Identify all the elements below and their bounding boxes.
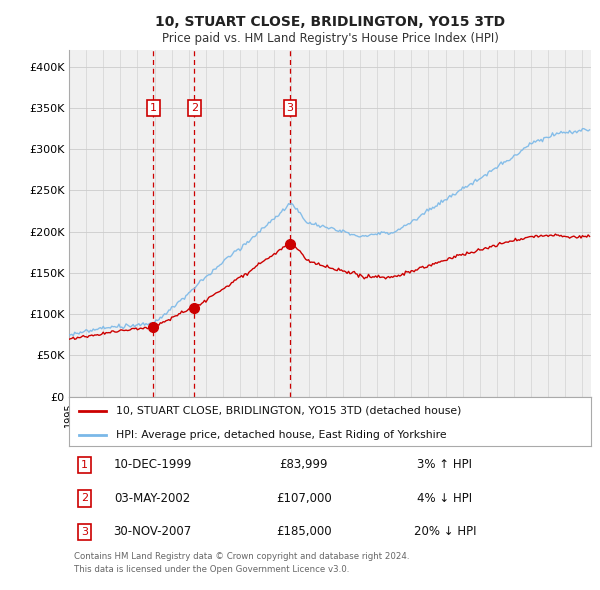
Text: 3: 3 [286,103,293,113]
Text: 4% ↓ HPI: 4% ↓ HPI [417,492,472,505]
Text: 20% ↓ HPI: 20% ↓ HPI [413,525,476,539]
Text: 3% ↑ HPI: 3% ↑ HPI [418,458,472,471]
Text: £83,999: £83,999 [280,458,328,471]
Text: 3: 3 [81,527,88,537]
Text: 1: 1 [150,103,157,113]
Text: 2: 2 [81,493,88,503]
Text: £185,000: £185,000 [276,525,332,539]
Text: Contains HM Land Registry data © Crown copyright and database right 2024.
This d: Contains HM Land Registry data © Crown c… [74,552,410,573]
Text: 10, STUART CLOSE, BRIDLINGTON, YO15 3TD: 10, STUART CLOSE, BRIDLINGTON, YO15 3TD [155,15,505,29]
Text: 10, STUART CLOSE, BRIDLINGTON, YO15 3TD (detached house): 10, STUART CLOSE, BRIDLINGTON, YO15 3TD … [116,405,461,415]
Text: 2: 2 [191,103,198,113]
Text: HPI: Average price, detached house, East Riding of Yorkshire: HPI: Average price, detached house, East… [116,430,446,440]
Text: Price paid vs. HM Land Registry's House Price Index (HPI): Price paid vs. HM Land Registry's House … [161,32,499,45]
Text: 10-DEC-1999: 10-DEC-1999 [113,458,192,471]
Text: 30-NOV-2007: 30-NOV-2007 [113,525,191,539]
Text: 1: 1 [81,460,88,470]
Text: 03-MAY-2002: 03-MAY-2002 [115,492,191,505]
Text: £107,000: £107,000 [276,492,332,505]
